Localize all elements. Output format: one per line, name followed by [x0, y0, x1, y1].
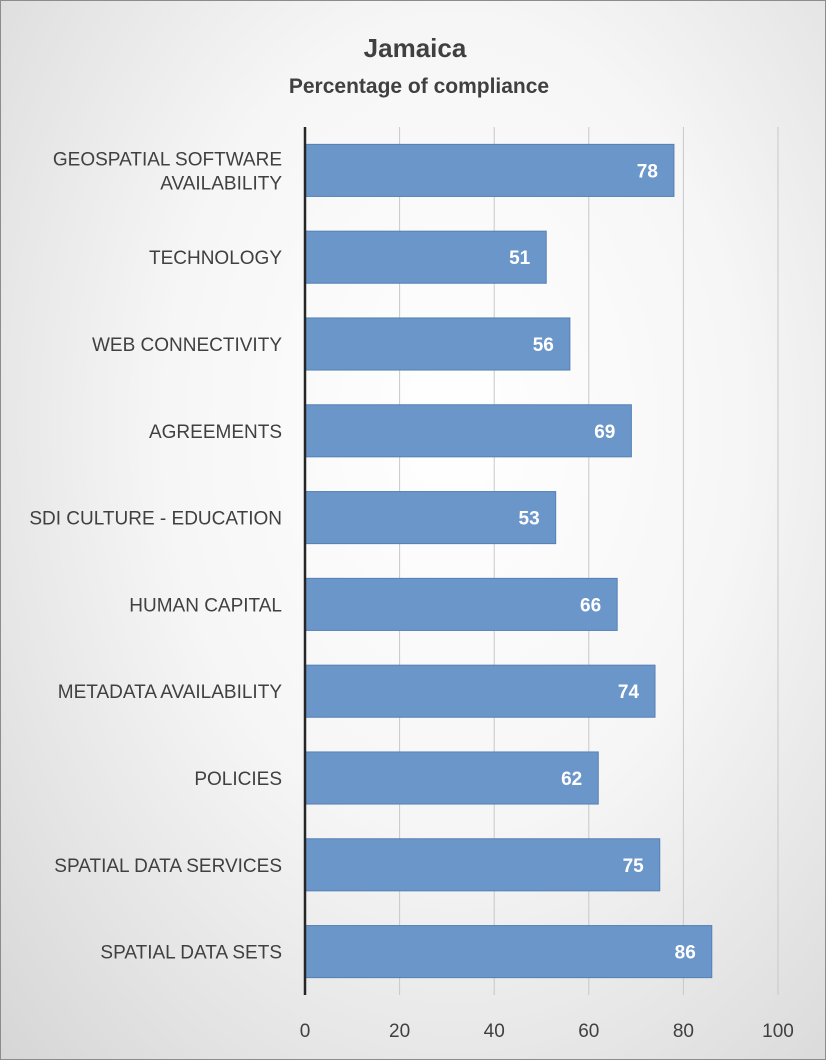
category-label: TECHNOLOGY	[149, 248, 282, 269]
bar	[304, 925, 713, 979]
bar	[304, 143, 675, 197]
bars	[304, 143, 713, 979]
data-labels: 78 51 56 69 53 66 74 62 75 86	[509, 161, 696, 963]
category-label: SPATIAL DATA SETS	[100, 943, 282, 964]
data-label: 62	[561, 769, 582, 790]
x-tick-label: 60	[578, 1021, 599, 1042]
data-label: 78	[637, 161, 658, 182]
chart-subtitle: Percentage of compliance	[289, 75, 549, 98]
data-label: 66	[580, 595, 601, 616]
data-label: 56	[533, 335, 554, 356]
x-tick-label: 0	[300, 1021, 311, 1042]
category-label: AGREEMENTS	[149, 422, 282, 443]
bar	[304, 664, 656, 718]
category-label: WEB CONNECTIVITY	[92, 335, 282, 356]
x-tick-label: 80	[673, 1021, 694, 1042]
bar	[304, 577, 618, 631]
x-tick-labels: 0 20 40 60 80 100	[300, 1021, 794, 1042]
bar	[304, 838, 661, 892]
category-labels: GEOSPATIAL SOFTWARE AVAILABILITY TECHNOLOG…	[29, 149, 282, 963]
data-label: 53	[519, 509, 540, 530]
x-tick-label: 40	[484, 1021, 505, 1042]
chart-title: Jamaica	[364, 33, 467, 63]
category-label: SDI CULTURE - EDUCATION	[29, 509, 282, 530]
x-tick-label: 20	[389, 1021, 410, 1042]
bar	[304, 751, 599, 805]
bar	[304, 404, 632, 458]
category-label: GEOSPATIAL SOFTWARE	[53, 149, 282, 170]
category-label: HUMAN CAPITAL	[129, 595, 282, 616]
data-label: 74	[618, 682, 640, 703]
bar	[304, 317, 571, 371]
category-label: AVAILABILITY	[160, 173, 282, 194]
category-label: SPATIAL DATA SERVICES	[54, 856, 282, 877]
category-label: POLICIES	[194, 769, 282, 790]
data-label: 69	[594, 422, 615, 443]
data-label: 75	[623, 856, 645, 877]
data-label: 51	[509, 248, 531, 269]
x-tick-label: 100	[762, 1021, 794, 1042]
category-label: METADATA AVAILABILITY	[58, 682, 283, 703]
data-label: 86	[675, 943, 696, 964]
bar	[304, 230, 547, 284]
